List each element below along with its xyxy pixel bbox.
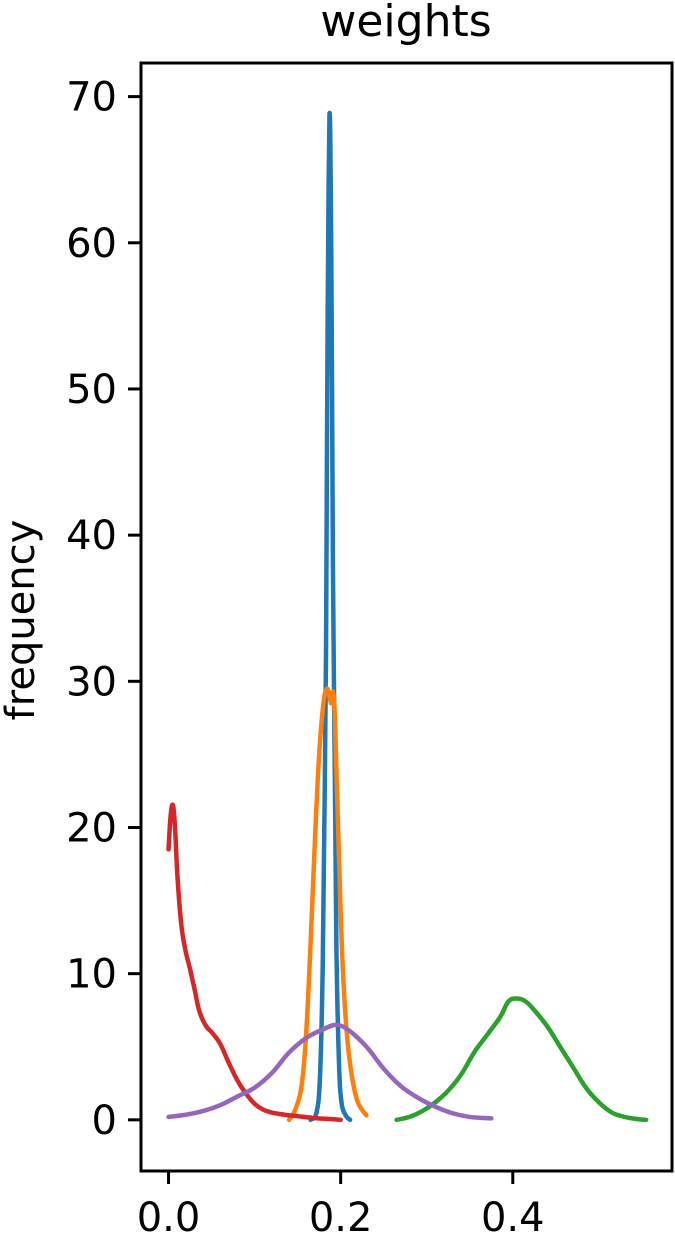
series-line-3 [394,996,649,1123]
x-ticks: 0.0 0.2 0.4 [137,1171,545,1234]
y-tick-label: 60 [66,221,117,267]
y-ticks: 0 10 20 30 40 50 60 70 [66,75,141,1144]
chart-title: weights [320,0,491,47]
x-tick-label: 0.0 [137,1195,201,1234]
x-tick-label: 0.4 [481,1195,545,1234]
plot-frame [139,61,674,1173]
y-tick-label: 40 [66,513,117,559]
y-tick-label: 10 [66,952,117,998]
series-line-4 [166,802,343,1123]
y-tick-label: 50 [66,367,117,413]
series-line-1 [308,110,353,1123]
y-tick-label: 70 [66,75,117,121]
x-tick-label: 0.2 [309,1195,373,1234]
series-line-2 [286,686,369,1123]
series-line-5 [166,1022,494,1121]
y-tick-label: 30 [66,659,117,705]
y-axis-label: frequency [0,520,44,721]
y-tick-label: 20 [66,805,117,851]
plot-series [166,110,649,1123]
y-tick-label: 0 [92,1098,117,1144]
